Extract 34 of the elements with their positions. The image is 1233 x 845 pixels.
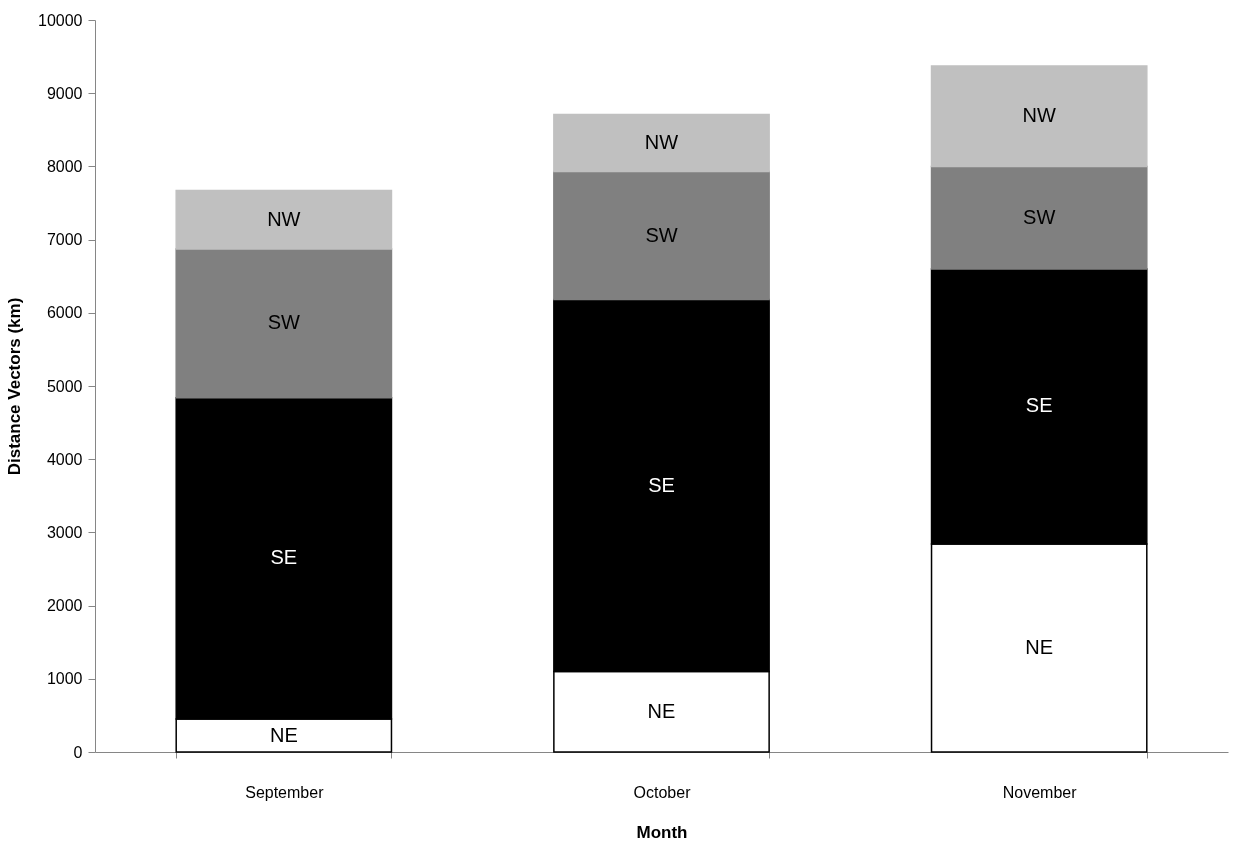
- series-label: SW: [1023, 205, 1056, 228]
- y-tick-label: 2000: [46, 597, 83, 615]
- bar: [175, 248, 393, 399]
- bar: [553, 170, 770, 301]
- text: NW: [1022, 104, 1056, 127]
- y-tick-label: 10000: [38, 11, 83, 29]
- series-label: NW: [644, 130, 679, 153]
- bar: [175, 189, 393, 250]
- y-tick-label: 3000: [46, 523, 83, 541]
- text: SW: [645, 223, 678, 246]
- y-tick-label: 1000: [46, 670, 83, 688]
- y-tick-label: 8000: [46, 157, 83, 175]
- text: SW: [267, 311, 300, 334]
- text: NE: [647, 699, 676, 722]
- y-tick-label: 7000: [46, 231, 83, 249]
- text: SE: [270, 546, 298, 569]
- text: NE: [1025, 636, 1054, 659]
- x-tick-label: November: [1002, 783, 1078, 801]
- y-tick-label: 9000: [46, 84, 83, 102]
- y-tick-label: 4000: [46, 450, 83, 468]
- x-tick-label: October: [633, 783, 692, 801]
- bar: [930, 65, 1148, 168]
- text: NW: [267, 207, 301, 230]
- text: SE: [1025, 394, 1053, 417]
- y-axis-title: Distance Vectors (km): [5, 297, 25, 476]
- series-label: SE: [648, 473, 675, 496]
- y-tick-label: 0: [73, 743, 83, 761]
- y-tick-label: 6000: [46, 304, 83, 322]
- y-tick-label: 5000: [46, 377, 83, 395]
- series-label: NE: [269, 723, 298, 746]
- bar: [930, 165, 1148, 270]
- x-tick-label: September: [245, 783, 325, 801]
- x-axis-title: Month: [636, 822, 688, 842]
- bar: [553, 113, 770, 173]
